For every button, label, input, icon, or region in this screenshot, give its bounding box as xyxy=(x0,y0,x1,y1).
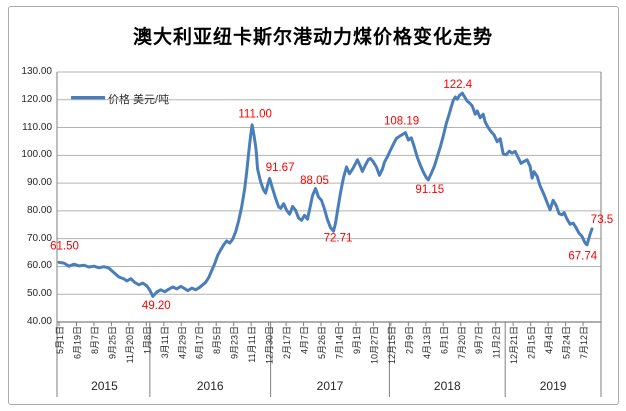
x-axis-tick-label: 12月21日 xyxy=(509,326,519,364)
x-axis-tick-label: 2月17日 xyxy=(282,326,292,359)
x-axis-tick-label: 11月2日 xyxy=(492,326,502,358)
y-axis-tick-label: 80.00 xyxy=(26,204,52,216)
x-axis-tick-label: 4月4日 xyxy=(544,326,554,354)
x-axis-tick-label: 4月7日 xyxy=(300,326,310,354)
x-axis-tick-label: 5月1日 xyxy=(55,326,65,354)
x-axis-tick-label: 8月5日 xyxy=(212,326,222,354)
x-axis-tick-label: 9月23日 xyxy=(230,326,240,359)
y-axis-tick-label: 50.00 xyxy=(26,288,52,300)
data-label: 49.20 xyxy=(142,300,171,312)
x-axis-tick-label: 2月15日 xyxy=(527,326,537,359)
x-axis-tick-label: 7月20日 xyxy=(457,326,467,359)
data-label: 122.4 xyxy=(443,79,472,91)
legend-line-swatch xyxy=(71,95,105,100)
x-axis-tick-label: 4月13日 xyxy=(422,326,432,359)
data-label: 72.71 xyxy=(324,233,353,245)
data-label: 91.67 xyxy=(266,162,295,174)
x-axis-tick-label: 4月29日 xyxy=(177,326,187,359)
y-axis-tick-label: 120.00 xyxy=(21,93,52,105)
y-axis-tick-label: 110.00 xyxy=(22,121,52,133)
y-axis-tick-label: 60.00 xyxy=(26,260,52,272)
x-axis-tick-label: 7月12日 xyxy=(579,326,589,359)
chart-title: 澳大利亚纽卡斯尔港动力煤价格变化走势 xyxy=(132,27,493,48)
y-axis-tick-label: 40.00 xyxy=(26,316,52,327)
x-axis-tick-label: 6月17日 xyxy=(195,326,205,359)
price-line xyxy=(57,91,594,298)
data-label: 61.50 xyxy=(50,241,79,253)
y-axis-tick-label: 70.00 xyxy=(26,232,52,244)
x-axis-tick-label: 11月11日 xyxy=(247,326,257,363)
x-axis-tick-label: 12月30日 xyxy=(265,326,275,364)
year-label: 2015 xyxy=(91,379,118,393)
data-label: 88.05 xyxy=(300,175,329,187)
data-label: 67.74 xyxy=(568,250,597,262)
x-axis-tick-label: 9月7日 xyxy=(474,326,484,354)
y-axis-tick-label: 90.00 xyxy=(26,177,52,189)
year-label: 2017 xyxy=(317,379,344,393)
x-axis-tick-label: 7月14日 xyxy=(334,326,344,359)
year-label: 2016 xyxy=(197,379,224,393)
data-label: 111.00 xyxy=(238,109,271,121)
y-axis-tick-label: 100.00 xyxy=(21,149,52,161)
y-axis-tick-label: 130.00 xyxy=(21,66,52,77)
plot-area: 2015 2016 2017 2018 2019 5月1日 6月19日 8月7日 9月25日 11… xyxy=(50,71,613,397)
x-axis-tick-label: 3月11日 xyxy=(160,326,170,358)
x-axis-tick-label: 1月8日 xyxy=(142,326,152,354)
x-axis-tick-label: 9月1日 xyxy=(352,326,362,354)
x-axis-tick-label: 8月7日 xyxy=(90,326,100,354)
x-axis-tick-label: 5月26日 xyxy=(317,326,327,359)
data-label: 108.19 xyxy=(384,115,419,127)
x-axis-tick-label: 12月15日 xyxy=(387,326,397,364)
x-axis-tick-label: 5月24日 xyxy=(562,326,572,359)
x-axis-tick-label: 9月25日 xyxy=(107,326,117,359)
x-axis-tick-label: 6月19日 xyxy=(72,326,82,359)
x-axis-tick-label: 6月1日 xyxy=(439,326,449,354)
x-axis-tick-label: 10月27日 xyxy=(369,326,379,364)
data-label: 91.15 xyxy=(415,184,444,196)
x-axis-tick-label: 11月20日 xyxy=(125,326,135,363)
year-label: 2018 xyxy=(434,379,461,393)
x-axis-tick-label: 2月9日 xyxy=(404,326,414,354)
year-label: 2019 xyxy=(540,379,567,393)
data-label: 73.5 xyxy=(591,214,613,226)
